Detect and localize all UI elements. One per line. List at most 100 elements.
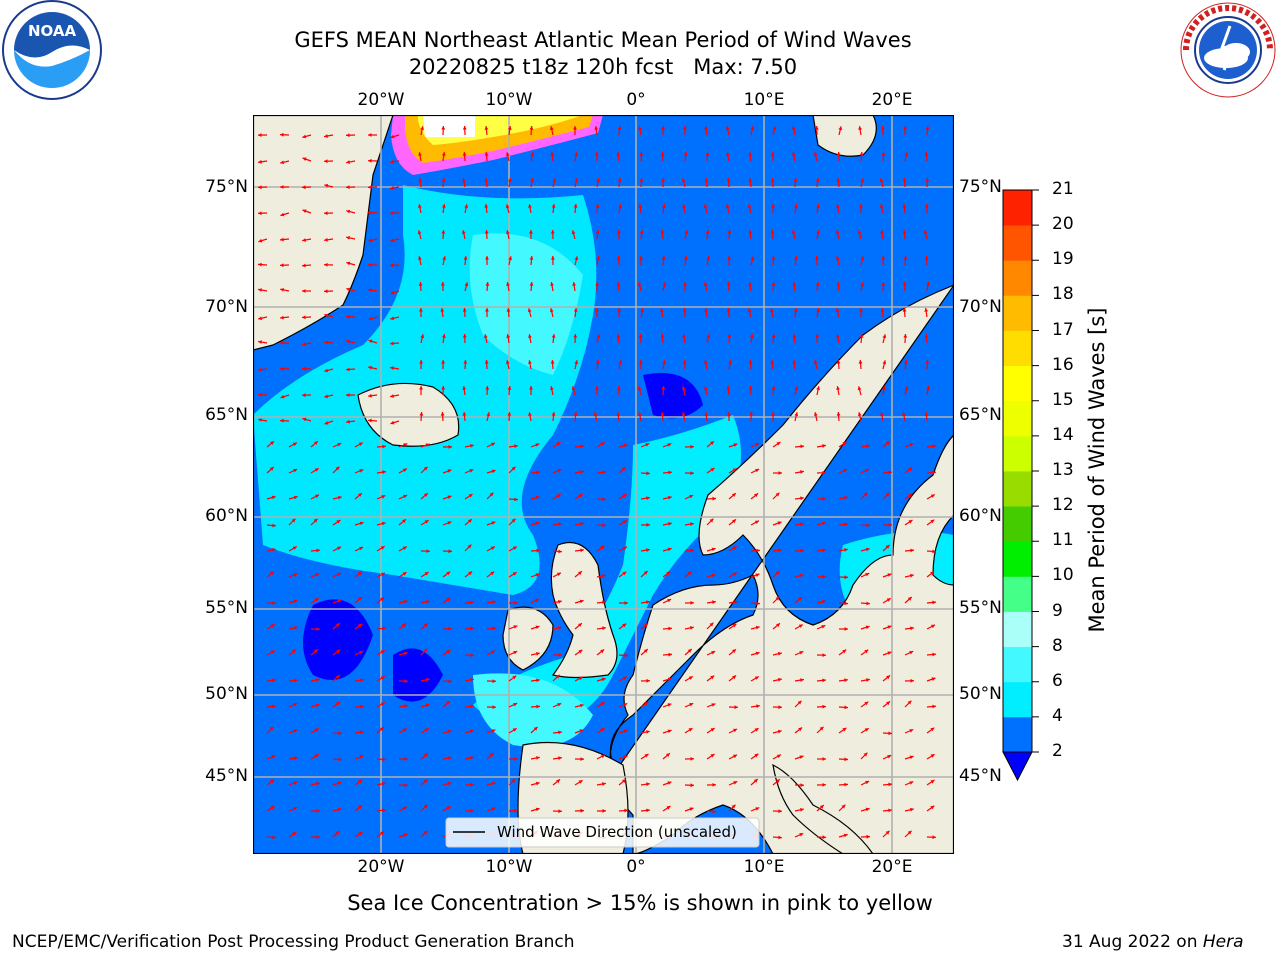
wave-arrow-head bbox=[690, 626, 694, 630]
wave-arrow-head bbox=[666, 806, 671, 810]
wave-arrow-head bbox=[424, 753, 428, 757]
wave-arrow-head bbox=[511, 518, 516, 523]
wave-arrow-head bbox=[579, 703, 584, 708]
wave-arrow-head bbox=[727, 230, 732, 234]
wave-arrow-head bbox=[302, 417, 307, 422]
wave-arrow-head bbox=[726, 282, 731, 286]
wave-arrow-head bbox=[815, 282, 820, 286]
wave-arrow-head bbox=[600, 728, 605, 732]
wave-arrow-head bbox=[579, 676, 583, 681]
wave-arrow-head bbox=[280, 366, 284, 371]
wave-arrow-head bbox=[463, 360, 468, 364]
wave-arrow-head bbox=[271, 495, 276, 500]
wave-arrow-head bbox=[551, 412, 556, 416]
wave-arrow-head bbox=[930, 519, 935, 524]
wave-arrow-head bbox=[668, 626, 672, 631]
lon-tick-bottom: 10°E bbox=[743, 857, 785, 877]
wave-arrow-head bbox=[324, 159, 328, 164]
wave-arrow-head bbox=[667, 729, 672, 734]
wave-arrow-head bbox=[666, 753, 670, 757]
wave-arrow-head bbox=[368, 418, 372, 423]
wave-arrow-head bbox=[638, 412, 642, 416]
map-canvas: Wind Wave Direction (unscaled) bbox=[252, 114, 955, 855]
wave-arrow-head bbox=[596, 334, 601, 339]
wave-arrow-head bbox=[390, 420, 395, 425]
wave-arrow-head bbox=[668, 652, 672, 657]
wave-arrow-head bbox=[403, 806, 407, 811]
wave-arrow-head bbox=[798, 624, 803, 628]
wave-arrow-head bbox=[836, 334, 840, 338]
wave-arrow-head bbox=[558, 626, 562, 630]
wave-arrow-head bbox=[822, 704, 826, 709]
colorbar-band bbox=[1003, 365, 1032, 402]
wave-arrow-head bbox=[777, 729, 782, 734]
wave-arrow-head bbox=[550, 282, 554, 286]
wave-arrow-head bbox=[403, 494, 408, 499]
wave-arrow-head bbox=[836, 152, 841, 156]
wave-arrow-head bbox=[485, 256, 489, 260]
wave-arrow-head bbox=[624, 808, 628, 813]
lat-tick-left: 50°N bbox=[205, 684, 248, 704]
wave-arrow-head bbox=[315, 703, 320, 708]
colorbar-tick-label: 10 bbox=[1052, 565, 1074, 586]
wave-arrow-head bbox=[470, 704, 474, 709]
wave-arrow-head bbox=[753, 779, 758, 783]
lon-tick-bottom: 0° bbox=[626, 857, 646, 877]
wave-arrow-head bbox=[390, 316, 395, 321]
wave-arrow-head bbox=[864, 728, 869, 732]
wave-arrow-head bbox=[778, 809, 782, 814]
wave-arrow-head bbox=[815, 178, 820, 182]
wave-arrow-head bbox=[841, 804, 846, 809]
wave-arrow-head bbox=[491, 807, 496, 811]
wave-arrow-head bbox=[512, 546, 517, 550]
wave-arrow-head bbox=[316, 627, 320, 631]
wave-arrow-head bbox=[616, 334, 621, 338]
wave-arrow-head bbox=[293, 781, 298, 785]
wave-arrow-head bbox=[337, 781, 342, 785]
wave-arrow-head bbox=[381, 572, 385, 577]
wave-arrow-head bbox=[907, 700, 912, 705]
wave-arrow-head bbox=[859, 204, 863, 208]
wave-arrow-head bbox=[623, 443, 628, 448]
wave-arrow-head bbox=[294, 678, 298, 683]
wave-arrow-head bbox=[932, 444, 936, 449]
wave-arrow-head bbox=[508, 256, 512, 260]
wave-arrow-head bbox=[489, 753, 494, 757]
wave-arrow-head bbox=[359, 755, 364, 759]
footer-right: 31 Aug 2022 on Hera bbox=[1062, 932, 1244, 952]
wave-arrow-head bbox=[484, 230, 489, 234]
wave-arrow-head bbox=[930, 494, 935, 498]
wave-arrow-head bbox=[770, 230, 775, 234]
wave-arrow-head bbox=[302, 366, 306, 371]
wave-arrow-head bbox=[505, 152, 510, 157]
wave-arrow-head bbox=[514, 600, 518, 605]
wave-arrow-head bbox=[580, 470, 584, 474]
wave-arrow-head bbox=[732, 675, 737, 680]
wave-arrow-head bbox=[690, 783, 694, 788]
wave-arrow-head bbox=[346, 185, 350, 190]
wave-arrow-head bbox=[595, 204, 600, 208]
wave-arrow-head bbox=[441, 386, 446, 390]
wave-arrow-head bbox=[661, 386, 666, 390]
colorbar bbox=[995, 180, 1055, 790]
wave-arrow-head bbox=[514, 757, 518, 761]
wave-arrow-head bbox=[600, 649, 605, 654]
wave-arrow-head bbox=[903, 334, 908, 338]
wave-arrow-head bbox=[725, 204, 730, 209]
wave-arrow-head bbox=[668, 470, 672, 475]
wave-arrow-head bbox=[336, 520, 341, 524]
light-cyan-region bbox=[469, 233, 583, 375]
wave-arrow-head bbox=[836, 360, 841, 364]
wave-arrow-head bbox=[269, 726, 274, 731]
wave-arrow-head bbox=[280, 288, 284, 292]
colorbar-band bbox=[1003, 716, 1032, 753]
wave-arrow-head bbox=[368, 339, 373, 344]
wave-arrow-head bbox=[732, 468, 737, 472]
map-panel: Wind Wave Direction (unscaled) bbox=[252, 114, 955, 855]
wave-arrow-head bbox=[703, 204, 708, 209]
wave-arrow-head bbox=[799, 833, 804, 837]
wave-arrow-head bbox=[863, 492, 868, 497]
wave-arrow-head bbox=[926, 282, 930, 286]
wave-arrow-head bbox=[380, 831, 385, 836]
wave-arrow-head bbox=[505, 204, 510, 209]
